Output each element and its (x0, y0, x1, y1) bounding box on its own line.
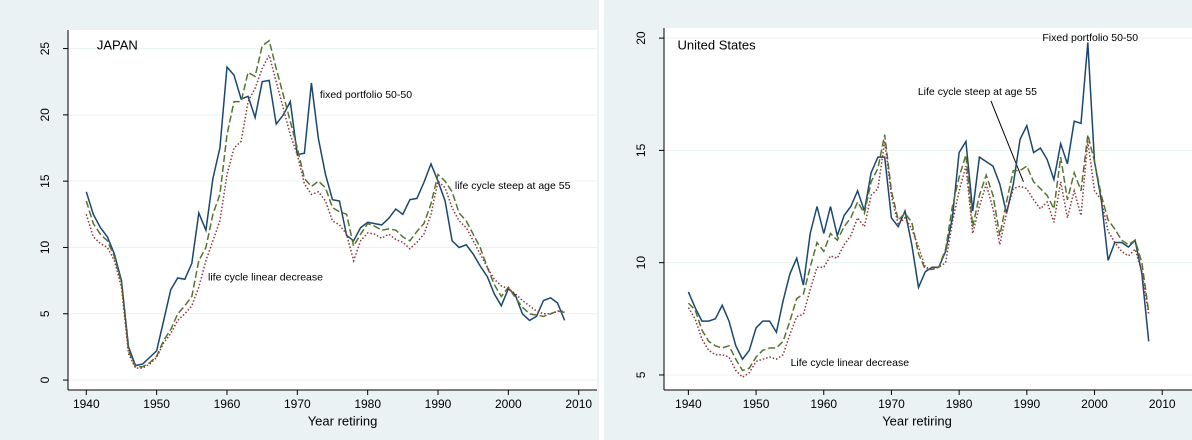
chart-title: JAPAN (97, 37, 138, 52)
y-tick-label: 10 (38, 240, 52, 254)
x-tick-label: 1980 (946, 397, 973, 411)
series-line (85, 39, 565, 368)
x-tick-label: 1940 (73, 397, 100, 411)
series-label: fixed portfolio 50-50 (320, 89, 412, 101)
x-axis-label: Year retiring (308, 413, 378, 428)
series-label: Life cycle steep at age 55 (918, 86, 1037, 98)
x-tick-label: 1960 (810, 397, 837, 411)
x-tick-label: 1980 (354, 397, 381, 411)
series-label: Fixed portfolio 50-50 (1042, 32, 1138, 44)
chart-title: United States (678, 38, 757, 53)
y-tick-label: 20 (38, 108, 52, 122)
y-tick-label: 5 (634, 371, 648, 378)
series-label: life cycle linear decrease (208, 272, 323, 284)
plot-area (664, 28, 1192, 390)
x-tick-label: 2000 (1081, 397, 1108, 411)
x-tick-label: 1950 (143, 397, 170, 411)
y-tick-label: 25 (38, 42, 52, 56)
x-tick-label: 1940 (675, 397, 702, 411)
x-tick-label: 1990 (425, 397, 452, 411)
series-line (687, 134, 1150, 372)
x-tick-label: 2000 (495, 397, 522, 411)
series-line (687, 42, 1150, 361)
x-tick-label: 1970 (284, 397, 311, 411)
y-tick-label: 15 (38, 174, 52, 188)
x-tick-label: 1970 (878, 397, 905, 411)
y-tick-label: 0 (38, 376, 52, 383)
plot-area (68, 30, 597, 390)
x-tick-label: 2010 (1149, 397, 1176, 411)
x-tick-label: 1950 (743, 397, 770, 411)
annotation-pointer (990, 100, 1024, 183)
y-tick-label: 15 (634, 143, 648, 157)
series-line (85, 53, 565, 369)
series-line (85, 65, 566, 367)
x-tick-label: 2010 (565, 397, 592, 411)
y-tick-label: 10 (634, 256, 648, 270)
series-label: Life cycle linear decrease (791, 357, 910, 369)
series-label: life cycle steep at age 55 (455, 180, 571, 192)
y-tick-label: 5 (38, 310, 52, 317)
x-axis-label: Year retiring (882, 413, 952, 428)
x-tick-label: 1990 (1013, 397, 1040, 411)
y-tick-label: 20 (634, 31, 648, 45)
x-tick-label: 1960 (214, 397, 241, 411)
